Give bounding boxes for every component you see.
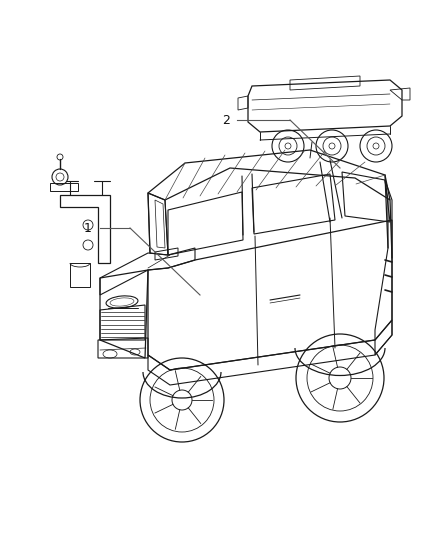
Text: 2: 2	[222, 114, 230, 126]
Text: 1: 1	[84, 222, 92, 235]
